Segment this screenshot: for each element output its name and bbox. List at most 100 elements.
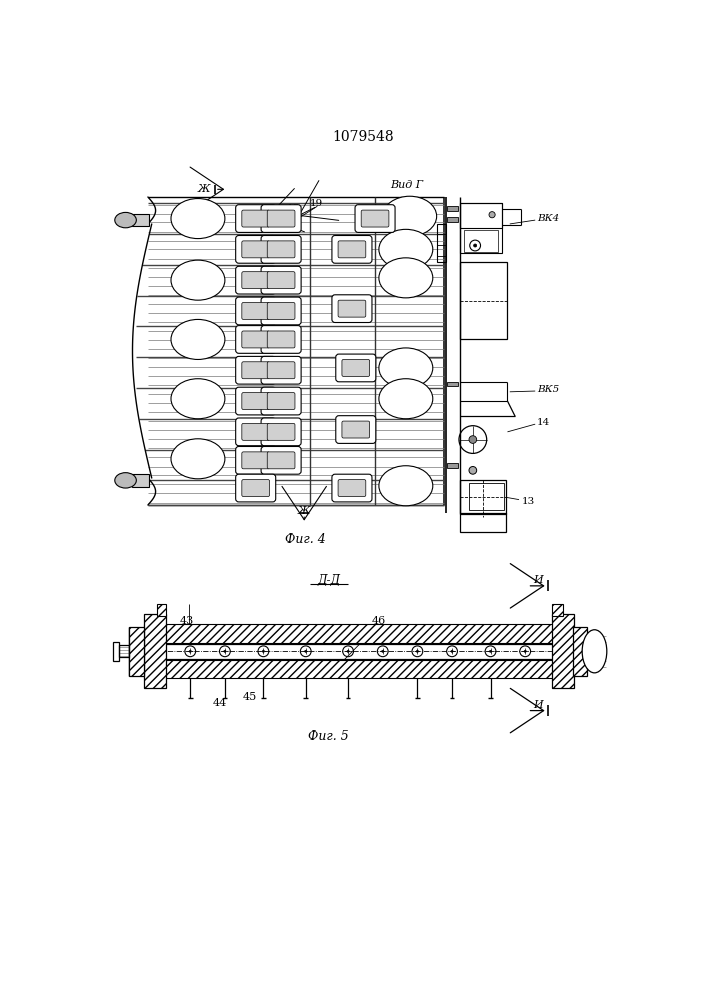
Bar [460,203,502,228]
Text: 18: 18 [286,204,300,213]
Text: 46: 46 [372,615,386,626]
Text: И: И [533,700,543,710]
Text: 1079548: 1079548 [332,130,394,144]
FancyBboxPatch shape [242,362,269,379]
Circle shape [262,650,264,652]
Text: 44: 44 [212,698,227,708]
FancyBboxPatch shape [242,210,269,227]
Bar [552,614,573,688]
Bar [448,217,458,222]
FancyBboxPatch shape [235,205,276,232]
FancyBboxPatch shape [267,452,295,469]
FancyBboxPatch shape [242,393,269,410]
FancyBboxPatch shape [261,356,301,384]
Text: ВК4: ВК4 [537,214,559,223]
Ellipse shape [379,466,433,506]
Bar [460,203,502,253]
FancyBboxPatch shape [361,210,389,227]
Ellipse shape [115,212,136,228]
Bar [437,224,446,262]
Ellipse shape [171,260,225,300]
Circle shape [305,650,307,652]
Circle shape [382,650,384,652]
FancyBboxPatch shape [267,423,295,440]
FancyBboxPatch shape [235,418,276,446]
FancyBboxPatch shape [235,474,276,502]
FancyBboxPatch shape [261,205,301,232]
FancyBboxPatch shape [235,326,276,353]
Text: 13: 13 [521,497,534,506]
Bar [157,604,166,616]
FancyBboxPatch shape [342,359,370,376]
FancyBboxPatch shape [261,326,301,353]
Ellipse shape [171,319,225,359]
Text: 19: 19 [310,199,323,208]
Bar [469,483,503,510]
FancyBboxPatch shape [235,235,276,263]
Circle shape [469,466,477,474]
Bar [460,513,506,532]
Ellipse shape [379,258,433,298]
FancyBboxPatch shape [261,387,301,415]
Ellipse shape [379,348,433,388]
FancyBboxPatch shape [267,393,295,410]
Ellipse shape [379,379,433,419]
FancyBboxPatch shape [338,480,366,497]
FancyBboxPatch shape [332,295,372,323]
Bar [144,624,560,643]
Bar [132,474,149,487]
Bar [460,480,506,514]
Text: Фиг. 5: Фиг. 5 [308,730,349,742]
FancyBboxPatch shape [267,302,295,319]
Ellipse shape [379,229,433,269]
Text: Д-Д: Д-Д [317,574,340,587]
Circle shape [223,650,226,652]
Circle shape [524,650,526,652]
FancyBboxPatch shape [342,421,370,438]
Bar [144,614,165,688]
FancyBboxPatch shape [242,423,269,440]
Ellipse shape [115,473,136,488]
FancyBboxPatch shape [267,362,295,379]
Bar [448,206,458,211]
Bar [132,214,149,226]
FancyBboxPatch shape [267,331,295,348]
FancyBboxPatch shape [338,300,366,317]
FancyBboxPatch shape [235,446,276,474]
FancyBboxPatch shape [261,266,301,294]
Ellipse shape [171,199,225,239]
Text: Ж: Ж [198,184,211,194]
FancyBboxPatch shape [336,354,376,382]
Bar [573,627,587,676]
FancyBboxPatch shape [242,331,269,348]
Text: Фиг. 4: Фиг. 4 [286,533,326,546]
FancyBboxPatch shape [235,297,276,325]
FancyBboxPatch shape [235,356,276,384]
FancyBboxPatch shape [242,302,269,319]
Circle shape [489,650,491,652]
FancyBboxPatch shape [242,241,269,258]
Circle shape [189,650,192,652]
Text: Вид Г: Вид Г [390,180,423,190]
Bar [448,463,458,468]
FancyBboxPatch shape [267,210,295,227]
FancyBboxPatch shape [336,416,376,443]
Ellipse shape [382,196,437,236]
FancyBboxPatch shape [242,452,269,469]
Ellipse shape [582,630,607,673]
FancyBboxPatch shape [338,241,366,258]
Circle shape [489,212,495,218]
Circle shape [469,436,477,443]
FancyBboxPatch shape [267,272,295,289]
FancyBboxPatch shape [242,480,269,497]
Ellipse shape [171,439,225,479]
Bar [460,262,508,339]
FancyBboxPatch shape [355,205,395,232]
Circle shape [474,244,477,247]
FancyBboxPatch shape [261,446,301,474]
FancyBboxPatch shape [261,235,301,263]
Text: 45: 45 [243,692,257,702]
Text: 43: 43 [180,615,194,626]
Bar [448,382,458,386]
FancyBboxPatch shape [235,266,276,294]
